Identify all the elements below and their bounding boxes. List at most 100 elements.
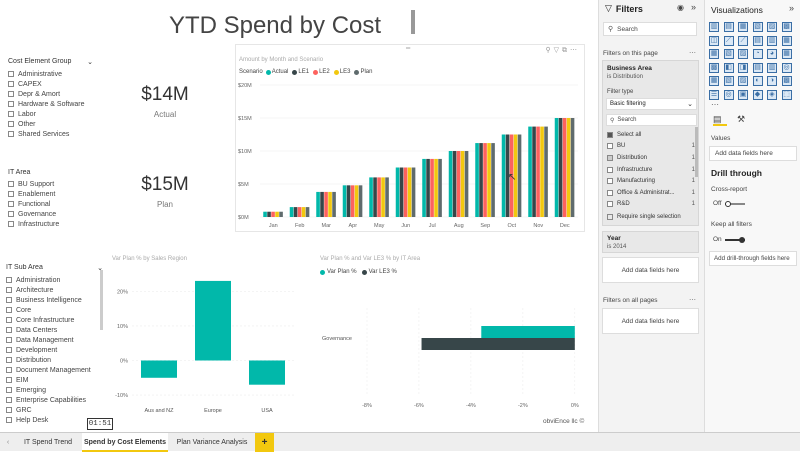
checkbox[interactable]: [6, 327, 12, 333]
fields-tab-icon[interactable]: ▤: [713, 114, 727, 126]
bar-le2-apr[interactable]: [350, 185, 355, 217]
100-column-visual-icon[interactable]: ▩: [781, 22, 792, 32]
checkbox[interactable]: [8, 111, 14, 117]
checkbox[interactable]: [6, 377, 12, 383]
add-data-fields-drop-all-pages[interactable]: Add data fields here: [602, 308, 699, 334]
checkbox[interactable]: [8, 201, 14, 207]
drag-handle-icon[interactable]: ═: [406, 46, 411, 52]
bar-actual-jun[interactable]: [395, 167, 400, 218]
shape-map-visual-icon[interactable]: ▣: [738, 89, 748, 100]
slicer-item[interactable]: Distribution: [6, 355, 103, 365]
filter-type-dropdown[interactable]: Basic filtering ⌄: [606, 98, 697, 110]
bar-le2-nov[interactable]: [536, 126, 540, 217]
toggle-switch[interactable]: [724, 200, 745, 207]
values-drop-well[interactable]: Add data fields here: [709, 146, 797, 161]
checkbox[interactable]: [8, 221, 14, 227]
legend-item[interactable]: Var LE3 %: [361, 269, 397, 275]
treemap-visual-icon[interactable]: ◕: [767, 49, 777, 59]
require-single-toggle[interactable]: Require single selection: [607, 214, 681, 220]
cross-report-toggle[interactable]: Off: [713, 200, 745, 207]
tab-scroll-left-icon[interactable]: ‹: [6, 439, 10, 446]
business-area-filter-card[interactable]: Business Area is Distribution Filter typ…: [602, 60, 699, 226]
stacked-column-visual-icon[interactable]: ▤: [723, 22, 734, 32]
collapse-pane-icon[interactable]: »: [691, 2, 697, 12]
checkbox[interactable]: [607, 189, 613, 196]
bar-actual-sep[interactable]: [475, 143, 479, 217]
checkbox[interactable]: [6, 307, 12, 313]
filter-value-item[interactable]: Infrastructure 1: [607, 164, 695, 176]
bar-actual-may[interactable]: [369, 177, 373, 217]
chevron-down-icon[interactable]: ⌄: [87, 59, 93, 66]
bar-le3-feb[interactable]: [301, 207, 306, 217]
funnel-visual-icon[interactable]: ◧: [723, 62, 734, 73]
checkbox[interactable]: [8, 211, 14, 217]
slicer-item[interactable]: EIM: [6, 375, 103, 385]
bar-le1-sep[interactable]: [479, 143, 483, 217]
checkbox[interactable]: [8, 181, 14, 187]
checkbox[interactable]: [8, 121, 14, 127]
slicer-item[interactable]: Labor: [8, 109, 93, 119]
area-visual-icon[interactable]: ⟋: [723, 35, 734, 46]
clustered-column-visual-icon[interactable]: ▧: [752, 22, 763, 32]
legend-item[interactable]: Actual: [265, 69, 288, 75]
checkbox[interactable]: [6, 347, 12, 353]
checkbox[interactable]: [8, 91, 14, 97]
checkbox[interactable]: [607, 214, 613, 220]
filter-value-item[interactable]: BU 1: [607, 141, 695, 153]
amount-by-month-chart[interactable]: Amount by Month and Scenario ═ ⚲▽⧉⋯ Scen…: [235, 44, 585, 232]
clustered-bar-visual-icon[interactable]: ▦: [738, 22, 748, 32]
filter-search-box[interactable]: ⚲ Search: [606, 114, 697, 126]
bar-usa[interactable]: [249, 360, 285, 385]
checkbox[interactable]: [607, 178, 613, 185]
bar-plan-may[interactable]: [385, 177, 389, 217]
filled-map-visual-icon[interactable]: ▩: [709, 62, 719, 73]
bar-le3-apr[interactable]: [354, 185, 359, 217]
format-paint-icon[interactable]: ⚒: [737, 114, 746, 124]
slicer-cost-element[interactable]: Cost Element Group ⌄ Administrative CAPEX…: [8, 58, 93, 139]
decomposition-visual-icon[interactable]: ☰: [709, 89, 719, 100]
paginated-visual-icon[interactable]: ◈: [767, 89, 777, 100]
legend-item[interactable]: Var Plan %: [320, 269, 357, 275]
bar-plan-aug[interactable]: [464, 151, 469, 217]
bar-actual-oct[interactable]: [501, 134, 506, 218]
bar-le2-aug[interactable]: [456, 151, 461, 217]
slicer-item[interactable]: Administration: [6, 275, 103, 285]
eye-icon[interactable]: ◉: [677, 3, 684, 12]
slicer-item[interactable]: Help Desk: [6, 415, 103, 425]
100-bar-visual-icon[interactable]: ▨: [767, 22, 777, 32]
tab-spend-by-cost-elements[interactable]: Spend by Cost Elements: [82, 433, 168, 452]
bar-plan-nov[interactable]: [544, 126, 548, 217]
python-visual-icon[interactable]: ◑: [767, 76, 777, 86]
slicer-item[interactable]: Document Management: [6, 365, 103, 375]
bar-actual-nov[interactable]: [528, 126, 532, 217]
bar-var-plan-[interactable]: [481, 326, 575, 338]
bar-le3-jul[interactable]: [434, 158, 438, 217]
more-visual-icon[interactable]: ⬚: [781, 89, 792, 100]
checkbox[interactable]: [6, 357, 12, 363]
slicer-item[interactable]: Governance: [8, 209, 93, 219]
add-data-fields-drop[interactable]: Add data fields here: [602, 257, 699, 283]
checkbox[interactable]: [607, 201, 613, 208]
checkbox[interactable]: [607, 154, 613, 161]
bar-le3-dec[interactable]: [566, 118, 571, 217]
bar-le2-feb[interactable]: [297, 207, 302, 217]
slicer-item[interactable]: BU Support: [8, 179, 93, 189]
bar-le2-jan[interactable]: [271, 211, 275, 217]
checkbox[interactable]: [6, 367, 12, 373]
pie-visual-icon[interactable]: ▨: [738, 49, 748, 59]
slicer-item[interactable]: Data Centers: [6, 325, 103, 335]
tab-plan-variance-analysis[interactable]: Plan Variance Analysis: [176, 439, 248, 446]
toggle-switch[interactable]: [724, 236, 745, 243]
slicer-item[interactable]: Shared Services: [8, 129, 93, 139]
checkbox[interactable]: [607, 131, 613, 138]
bar-le1-oct[interactable]: [505, 134, 510, 218]
scatter-visual-icon[interactable]: ▧: [723, 49, 734, 59]
var-plan-by-region-chart[interactable]: Var Plan % by Sales Region 20% 10% 0% -10% A…: [108, 254, 298, 426]
bar-le2-may[interactable]: [377, 177, 381, 217]
filter-value-item[interactable]: Office & Administrat... 1: [607, 187, 695, 199]
slicer-item[interactable]: Administrative: [8, 69, 93, 79]
bar-actual-jul[interactable]: [422, 158, 426, 217]
slicer-item[interactable]: Core: [6, 305, 103, 315]
checkbox[interactable]: [607, 143, 613, 150]
slicer-item[interactable]: Functional: [8, 199, 93, 209]
